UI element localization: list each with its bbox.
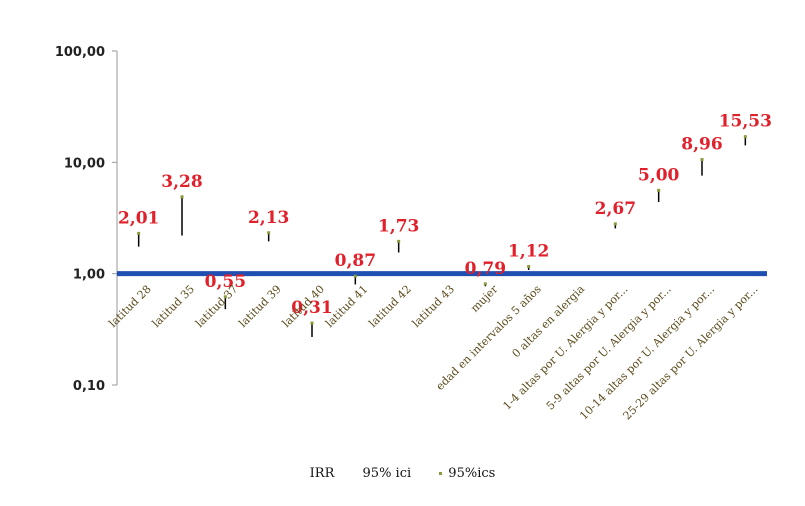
legend: IRR 95% ici 95%ics — [0, 466, 805, 481]
data-label: 3,28 — [161, 172, 202, 192]
axes: 0,10 1,00 10,00 100,00 — [55, 45, 767, 394]
data-label: 2,13 — [248, 208, 289, 228]
upper-ci-marker — [180, 195, 184, 199]
upper-ci-marker — [397, 239, 401, 243]
legend-label-irr: IRR — [309, 466, 335, 481]
legend-label-ici: 95% ici — [362, 466, 412, 481]
data-label: 0,87 — [335, 251, 376, 271]
legend-label-ics: 95%ics — [448, 466, 496, 481]
y-tick-label: 100,00 — [55, 45, 105, 60]
data-label: 8,96 — [681, 135, 722, 155]
category-label: latitud 35 — [150, 283, 197, 330]
category-label: latitud 43 — [410, 283, 457, 330]
category-label: latitud 28 — [106, 283, 153, 330]
data-label: 0,31 — [291, 298, 332, 318]
legend-item-ici: 95% ici — [363, 466, 412, 481]
data-label: 1,73 — [378, 216, 419, 236]
y-tick-label: 10,00 — [64, 156, 105, 171]
data-label: 1,12 — [508, 241, 549, 261]
category-label: latitud 42 — [366, 283, 413, 330]
data-label: 0,79 — [465, 259, 506, 279]
upper-ci-marker — [223, 295, 227, 299]
legend-marker-ics — [439, 472, 443, 475]
upper-ci-marker — [657, 188, 661, 192]
data-label: 5,00 — [638, 165, 680, 185]
category-label: mujer — [468, 282, 501, 315]
data-label: 2,67 — [595, 199, 636, 219]
data-label: 0,55 — [205, 272, 246, 292]
data-label: 15,53 — [719, 112, 772, 132]
legend-item-ics: 95%ics — [439, 466, 495, 481]
upper-ci-marker — [353, 274, 357, 278]
markers — [137, 135, 747, 325]
y-tick-label: 1,00 — [73, 268, 105, 283]
y-tick-label: 0,10 — [73, 379, 105, 394]
upper-ci-marker — [613, 222, 617, 226]
data-labels: 2,013,28 0,55 2,13 0,31 0,871,73 0,791,12 2,67… — [118, 112, 772, 318]
upper-ci-marker — [700, 158, 704, 162]
upper-ci-marker — [310, 321, 314, 325]
upper-ci-marker — [743, 135, 747, 139]
category-label: 0 altas en alergia — [510, 282, 588, 360]
legend-item-irr: IRR — [310, 466, 335, 481]
upper-ci-marker — [267, 231, 271, 235]
upper-ci-marker — [483, 282, 487, 286]
upper-ci-marker — [137, 231, 141, 235]
data-label: 2,01 — [118, 208, 159, 228]
upper-ci-marker — [527, 264, 531, 268]
